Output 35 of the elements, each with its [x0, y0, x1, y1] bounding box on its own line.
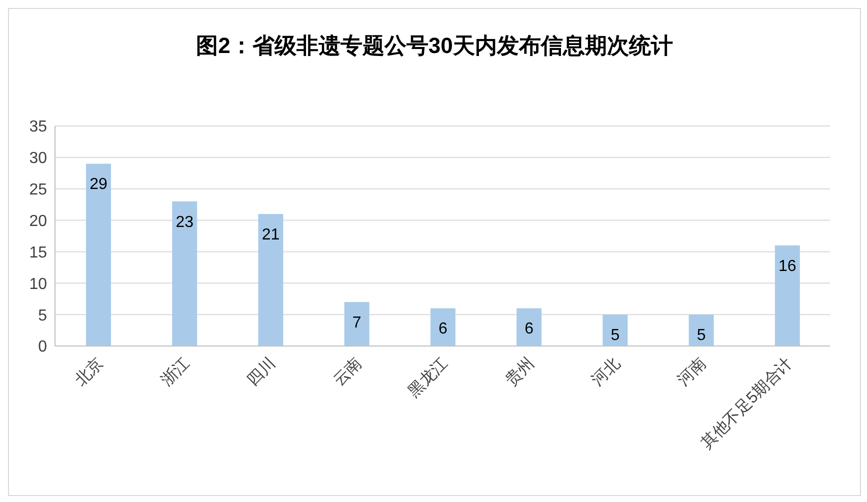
x-tick-label: 黑龙江: [404, 354, 452, 401]
y-tick-label: 20: [29, 212, 48, 230]
y-tick-label: 10: [29, 276, 48, 293]
x-tick-label: 浙江: [158, 354, 193, 390]
bar: [774, 245, 800, 346]
data-label: 23: [176, 214, 194, 231]
data-label: 7: [352, 314, 362, 332]
bar: [688, 314, 714, 346]
bar: [602, 314, 628, 346]
bar: [516, 308, 542, 346]
data-label: 21: [262, 226, 280, 244]
data-label: 16: [778, 258, 796, 275]
bar: [430, 308, 456, 346]
y-tick-label: 30: [29, 150, 48, 168]
x-tick-label: 云南: [330, 354, 366, 390]
data-label: 5: [610, 326, 620, 344]
data-label: 5: [696, 326, 706, 344]
y-tick-label: 5: [38, 307, 48, 324]
bar: [344, 302, 370, 346]
bar: [172, 201, 198, 346]
x-tick-label: 四川: [244, 354, 280, 390]
bar: [86, 164, 111, 346]
data-label: 29: [90, 176, 108, 194]
data-label: 6: [524, 320, 534, 338]
data-label: 6: [438, 320, 448, 338]
x-tick-label: 河南: [674, 354, 710, 390]
x-tick-label: 北京: [72, 354, 107, 390]
y-tick-label: 15: [29, 244, 48, 262]
bar: [258, 214, 284, 346]
x-tick-label: 贵州: [502, 354, 538, 390]
y-tick-label: 35: [29, 118, 48, 136]
y-tick-label: 0: [38, 338, 48, 356]
chart-title: 图2：省级非遗专题公号30天内发布信息期次统计: [195, 32, 674, 60]
x-tick-label: 河北: [588, 354, 624, 390]
y-tick-label: 25: [29, 182, 48, 199]
